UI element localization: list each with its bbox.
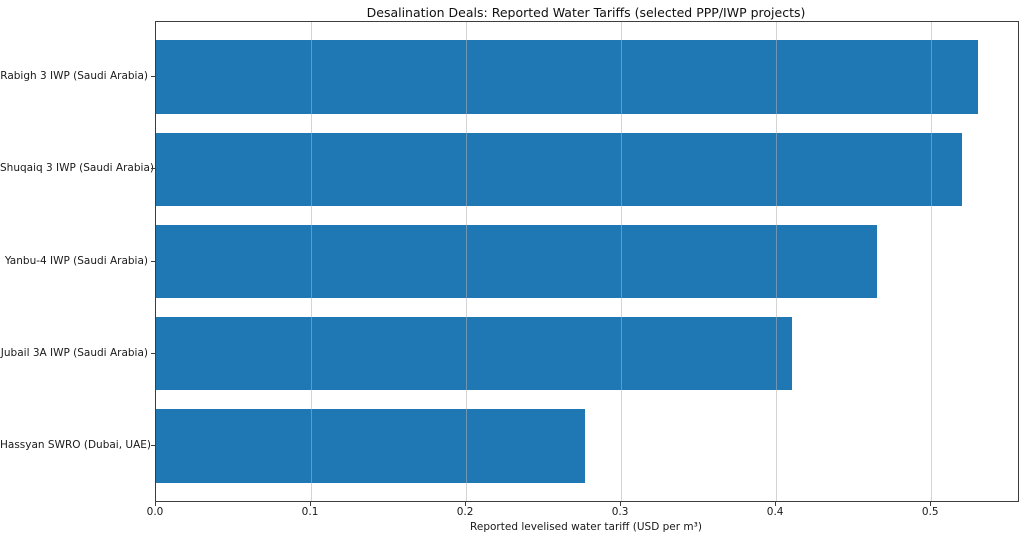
y-tick-mark [151,260,155,262]
bar-0 [156,40,978,115]
chart-title: Desalination Deals: Reported Water Tarif… [366,5,806,20]
x-tick-mark [775,502,777,506]
x-axis-label: Reported levelised water tariff (USD per… [470,521,702,533]
y-tick-mark [151,444,155,446]
x-tick-label: 0.3 [611,506,629,518]
y-tick-label: Yanbu-4 IWP (Saudi Arabia) [4,254,148,267]
x-tick-mark [930,502,932,506]
y-tick-mark [151,76,155,78]
y-tick-label: Hassyan SWRO (Dubai, UAE) [0,438,151,451]
bar-2 [156,224,877,299]
x-tick-mark [465,502,467,506]
gridline [931,22,933,501]
y-tick-label: Rabigh 3 IWP (Saudi Arabia) [0,70,148,83]
gridline [311,22,313,501]
gridline [776,22,778,501]
x-tick-mark [620,502,622,506]
x-tick-label: 0.0 [146,506,164,518]
x-tick-label: 0.1 [301,506,319,518]
y-tick-label: Jubail 3A IWP (Saudi Arabia) [0,346,148,359]
x-tick-label: 0.5 [921,506,939,518]
y-tick-mark [151,352,155,354]
x-tick-label: 0.2 [456,506,474,518]
plot-area [155,21,1019,502]
x-tick-mark [155,502,156,506]
gridline [466,22,468,501]
gridline [621,22,623,501]
x-tick-label: 0.4 [766,506,784,518]
y-tick-label: Shuqaiq 3 IWP (Saudi Arabia) [0,162,154,175]
y-tick-mark [151,168,155,170]
x-tick-mark [310,502,312,506]
bar-3 [156,316,792,391]
y-axis-labels: Rabigh 3 IWP (Saudi Arabia) Shuqaiq 3 IWP… [0,21,154,500]
bar-4 [156,408,586,483]
bar-1 [156,132,963,207]
